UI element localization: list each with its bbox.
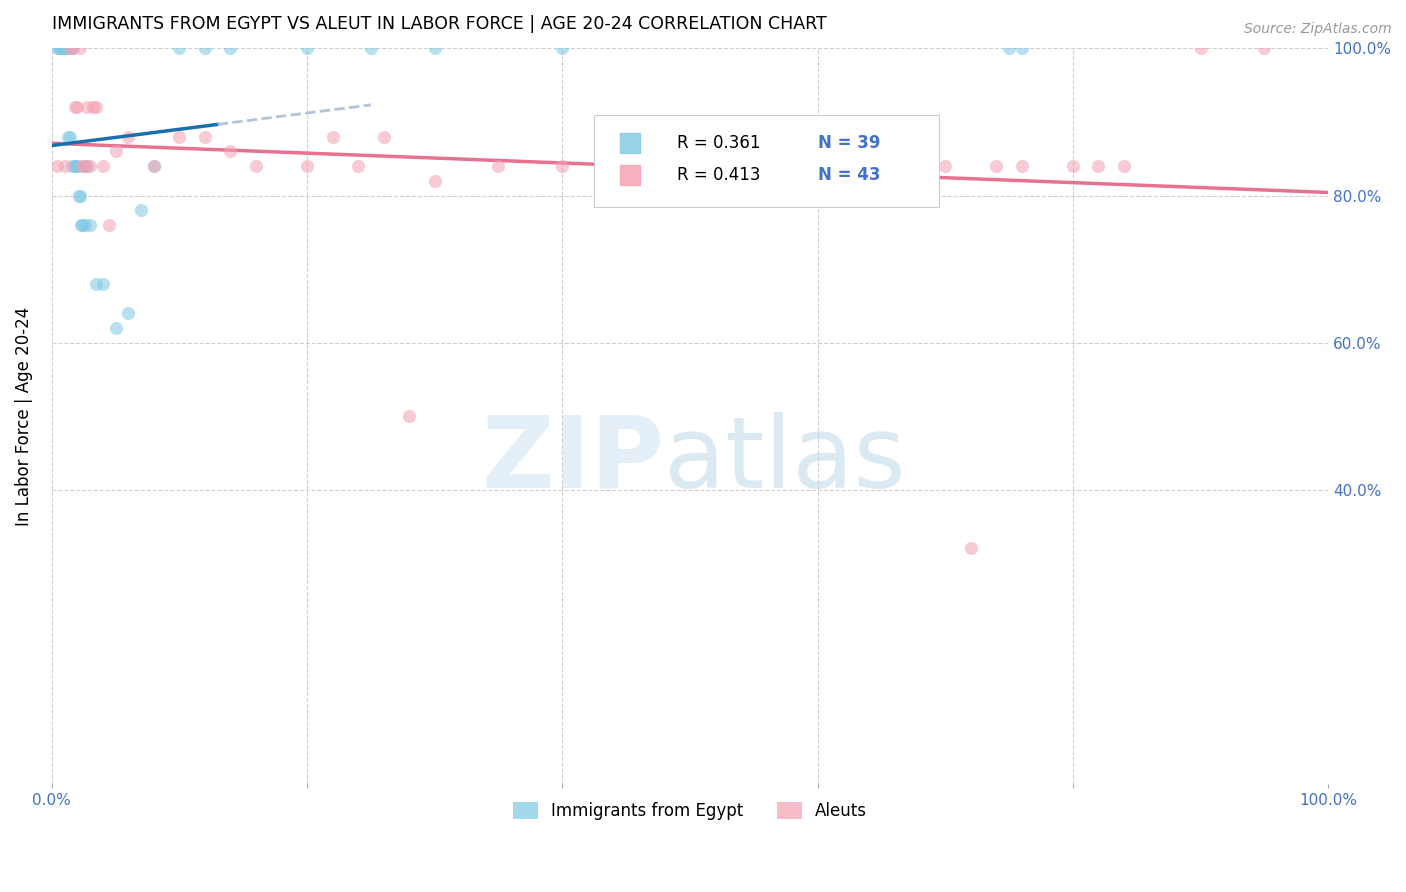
Point <box>959 541 981 556</box>
Point <box>360 41 382 55</box>
Point <box>423 174 446 188</box>
Point <box>72 218 94 232</box>
Point <box>67 188 90 202</box>
Point <box>347 159 370 173</box>
Point <box>79 218 101 232</box>
Point <box>117 306 139 320</box>
Legend: Immigrants from Egypt, Aleuts: Immigrants from Egypt, Aleuts <box>506 796 873 827</box>
Point <box>194 129 217 144</box>
Point <box>129 203 152 218</box>
Text: IMMIGRANTS FROM EGYPT VS ALEUT IN LABOR FORCE | AGE 20-24 CORRELATION CHART: IMMIGRANTS FROM EGYPT VS ALEUT IN LABOR … <box>52 15 827 33</box>
Point <box>870 159 893 173</box>
Point <box>82 100 104 114</box>
Text: ZIP: ZIP <box>481 412 665 508</box>
FancyBboxPatch shape <box>595 114 939 207</box>
Point <box>934 159 956 173</box>
Point <box>63 159 86 173</box>
Point <box>52 41 75 55</box>
Point <box>59 41 82 55</box>
Point <box>73 218 96 232</box>
Text: R = 0.413: R = 0.413 <box>678 166 761 184</box>
Point <box>56 41 79 55</box>
Point <box>59 129 82 144</box>
Point <box>53 41 76 55</box>
Point <box>91 159 114 173</box>
Point <box>219 41 242 55</box>
Point <box>91 277 114 291</box>
Point <box>45 41 67 55</box>
Point <box>1011 159 1033 173</box>
Point <box>63 100 86 114</box>
Point <box>219 145 242 159</box>
Point <box>76 159 98 173</box>
Point <box>86 100 108 114</box>
Point <box>62 41 84 55</box>
Point <box>488 159 510 173</box>
Point <box>551 159 574 173</box>
Point <box>72 159 94 173</box>
Point <box>66 159 89 173</box>
Point <box>373 129 395 144</box>
Point <box>104 321 127 335</box>
Point <box>1062 159 1084 173</box>
Point <box>398 409 420 423</box>
Point <box>142 159 165 173</box>
Text: atlas: atlas <box>665 412 905 508</box>
Y-axis label: In Labor Force | Age 20-24: In Labor Force | Age 20-24 <box>15 307 32 525</box>
Point <box>70 218 93 232</box>
Point <box>58 129 80 144</box>
Point <box>51 41 73 55</box>
Point <box>69 41 91 55</box>
Point <box>55 41 77 55</box>
Point <box>86 277 108 291</box>
Point <box>806 159 828 173</box>
Point <box>98 218 121 232</box>
Point <box>73 159 96 173</box>
Point <box>49 41 72 55</box>
Point <box>79 159 101 173</box>
Point <box>59 41 82 55</box>
Point <box>295 41 318 55</box>
Text: N = 39: N = 39 <box>817 134 880 152</box>
Text: Source: ZipAtlas.com: Source: ZipAtlas.com <box>1244 22 1392 37</box>
Point <box>60 159 83 173</box>
Text: N = 43: N = 43 <box>817 166 880 184</box>
Point <box>614 159 637 173</box>
Point <box>1011 41 1033 55</box>
Point <box>679 159 702 173</box>
Point <box>322 129 344 144</box>
Point <box>69 188 91 202</box>
Point <box>169 129 191 144</box>
Point <box>73 159 96 173</box>
Point <box>194 41 217 55</box>
Point <box>48 41 70 55</box>
Point <box>60 41 83 55</box>
Text: R = 0.361: R = 0.361 <box>678 134 761 152</box>
Point <box>104 145 127 159</box>
Point <box>295 159 318 173</box>
Point <box>117 129 139 144</box>
Point <box>423 41 446 55</box>
Point <box>66 100 89 114</box>
Point <box>1189 41 1212 55</box>
Point <box>1112 159 1135 173</box>
Point <box>76 100 98 114</box>
Point <box>245 159 267 173</box>
Point <box>65 159 87 173</box>
Point <box>53 159 76 173</box>
Point <box>1253 41 1275 55</box>
Point <box>1087 159 1109 173</box>
Point <box>142 159 165 173</box>
Point <box>551 41 574 55</box>
Point <box>986 159 1008 173</box>
Point <box>45 159 67 173</box>
Point <box>169 41 191 55</box>
Point <box>998 41 1021 55</box>
